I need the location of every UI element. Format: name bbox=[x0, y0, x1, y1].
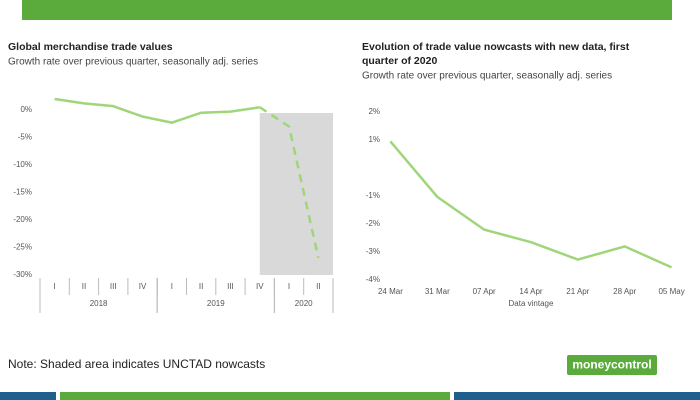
x-tick-label: II bbox=[316, 282, 320, 291]
y-tick-label: -5% bbox=[18, 133, 32, 142]
series-line bbox=[389, 140, 673, 269]
x-tick-label: 31 Mar bbox=[425, 287, 450, 296]
y-tick-label: -20% bbox=[13, 215, 32, 224]
y-tick-label: -1% bbox=[366, 191, 380, 200]
footer-strip bbox=[0, 392, 56, 400]
x-tick-label: 07 Apr bbox=[473, 287, 496, 296]
group-label: 2020 bbox=[295, 299, 313, 308]
y-tick-label: -30% bbox=[13, 270, 32, 279]
series-line bbox=[54, 97, 260, 124]
x-tick-label: III bbox=[227, 282, 234, 291]
y-tick-label: 1% bbox=[368, 135, 380, 144]
y-tick-label: 2% bbox=[368, 107, 380, 116]
chart-title: Global merchandise trade values bbox=[8, 41, 173, 53]
chart-subtitle: Growth rate over previous quarter, seaso… bbox=[362, 71, 612, 82]
x-tick-label: IV bbox=[256, 282, 264, 291]
y-tick-label: 0% bbox=[20, 105, 32, 114]
x-tick-label: II bbox=[199, 282, 203, 291]
x-tick-label: II bbox=[82, 282, 86, 291]
x-tick-label: 14 Apr bbox=[519, 287, 542, 296]
chart-title: quarter of 2020 bbox=[362, 55, 437, 67]
x-tick-label: 24 Mar bbox=[378, 287, 403, 296]
x-tick-label: 21 Apr bbox=[566, 287, 589, 296]
group-label: 2019 bbox=[207, 299, 225, 308]
y-tick-label: -2% bbox=[366, 219, 380, 228]
y-tick-label: -4% bbox=[366, 275, 380, 284]
footer-strip bbox=[60, 392, 450, 400]
group-label: 2018 bbox=[90, 299, 108, 308]
note: Note: Shaded area indicates UNCTAD nowca… bbox=[8, 357, 265, 371]
logo-box bbox=[567, 355, 657, 375]
series-line bbox=[259, 106, 320, 259]
y-tick-label: -3% bbox=[366, 247, 380, 256]
chart-title: Evolution of trade value nowcasts with n… bbox=[362, 41, 630, 53]
logo: moneycontrol bbox=[572, 358, 651, 372]
x-tick-label: 28 Apr bbox=[613, 287, 636, 296]
shaded-area bbox=[259, 113, 333, 275]
y-tick-label: -25% bbox=[13, 243, 32, 252]
x-tick-label: I bbox=[171, 282, 173, 291]
footer-strip bbox=[454, 392, 700, 400]
x-tick-label: IV bbox=[139, 282, 147, 291]
y-tick-label: -15% bbox=[13, 188, 32, 197]
y-tick-label: -10% bbox=[13, 160, 32, 169]
x-tick-label: 05 May bbox=[658, 287, 684, 296]
x-tick-label: III bbox=[110, 282, 117, 291]
x-tick-label: I bbox=[54, 282, 56, 291]
chart-subtitle: Growth rate over previous quarter, seaso… bbox=[8, 57, 258, 68]
x-axis-label: Data vintage bbox=[509, 299, 554, 308]
top-banner bbox=[22, 0, 672, 20]
x-tick-label: I bbox=[288, 282, 290, 291]
